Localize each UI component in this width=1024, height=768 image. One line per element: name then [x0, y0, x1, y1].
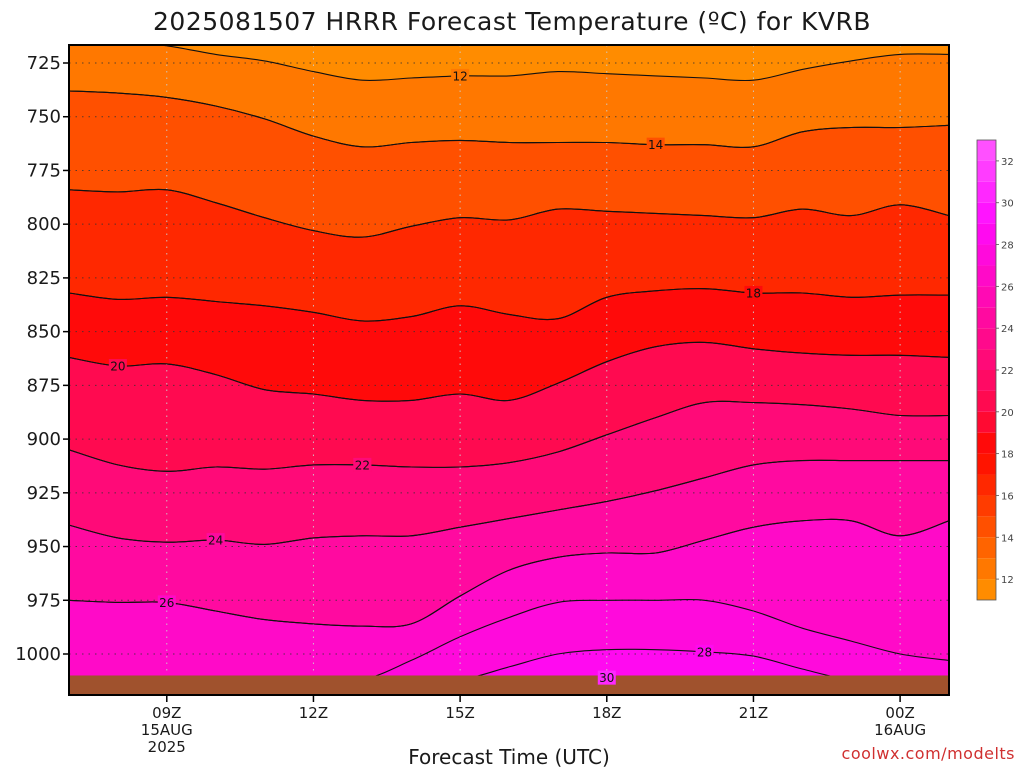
colorbar-swatch: [977, 349, 996, 370]
colorbar-swatch: [977, 328, 996, 350]
contour-label-bg: [597, 670, 616, 685]
colorbar-tick-label: 22: [1001, 366, 1014, 377]
plot-area: 12141820202224262830: [69, 45, 949, 695]
contour-label-bg: [451, 68, 470, 83]
colorbar-tick-label: 20: [1001, 408, 1014, 419]
x-tick-label: 21Z: [739, 704, 768, 722]
colorbar-swatch: [977, 370, 996, 391]
colorbar: 12 14 16 18 20 22 24 26 28 30 32: [976, 139, 1014, 601]
y-tick-label: 750: [27, 107, 61, 128]
x-tick-label: 15Z: [445, 704, 474, 722]
colorbar-tick-label: 32: [1001, 157, 1014, 168]
contour-line-18: [69, 288, 949, 322]
colorbar-tick-label: 18: [1001, 450, 1014, 461]
colorbar-swatch: [977, 223, 996, 245]
colorbar-swatch: [977, 390, 996, 412]
colorbar-swatch: [977, 537, 996, 559]
colorbar-swatch: [977, 453, 996, 475]
colorbar-tick-label: 14: [1001, 533, 1014, 544]
contour-label-bg: [108, 359, 127, 374]
y-tick-label: 875: [27, 375, 61, 396]
grid-lines: [69, 45, 949, 695]
x-tick-label: 12Z: [299, 704, 328, 722]
colorbar-swatch: [977, 140, 996, 161]
contour-label-bg: [695, 644, 714, 659]
colorbar-swatch: [977, 244, 996, 266]
y-tick-label: 800: [27, 214, 61, 235]
y-tick-label: 825: [27, 268, 61, 289]
contour-line-12: [154, 45, 949, 82]
y-tick-label: 900: [27, 429, 61, 450]
x-tick-label: 00Z: [885, 704, 914, 722]
plot-frame: [68, 44, 950, 696]
contour-label-bg: [206, 533, 225, 548]
chart-title: 2025081507 HRRR Forecast Temperature (ºC…: [153, 7, 871, 36]
contour-label-14: 14: [648, 138, 663, 152]
colorbar-tick-label: 12: [1001, 575, 1014, 586]
x-tick-label: 15AUG: [141, 721, 193, 739]
colorbar-tick-label: 30: [1001, 199, 1014, 210]
y-tick-label: 775: [27, 160, 61, 181]
contour-label-24: 24: [208, 534, 223, 548]
colorbar-tick-label: 28: [1001, 241, 1014, 252]
y-tick-label: 925: [27, 483, 61, 504]
contour-label-12: 12: [452, 69, 467, 83]
contour-label-bg: [157, 595, 176, 610]
x-tick-label: 09Z: [152, 704, 181, 722]
ground-surface: [69, 675, 949, 695]
temperature-bands: [69, 45, 949, 695]
x-tick-label: 18Z: [592, 704, 621, 722]
colorbar-swatch: [977, 265, 996, 287]
colorbar-swatch: [977, 558, 996, 580]
x-tick-label: 16AUG: [874, 721, 926, 739]
y-tick-label: 950: [27, 537, 61, 558]
x-tick-label: 2025: [148, 738, 186, 756]
colorbar-tick-label: 26: [1001, 282, 1014, 293]
colorbar-swatch: [977, 411, 996, 433]
colorbar-tick-label: 16: [1001, 491, 1014, 502]
contour-line-14: [69, 90, 949, 148]
y-tick-label: 850: [27, 322, 61, 343]
contour-label-22: 22: [355, 458, 370, 472]
colorbar-swatch: [977, 202, 996, 224]
contour-label-bg: [744, 285, 763, 300]
colorbar-swatch: [977, 516, 996, 538]
contour-label-bg: [353, 457, 372, 472]
contour-line-16: [69, 188, 949, 238]
y-tick-label: 725: [27, 53, 61, 74]
y-axis: 725 750 775 800 825 850 875 900 925 950 975 1000: [15, 53, 69, 665]
contour-label-26: 26: [159, 596, 174, 610]
colorbar-swatch: [977, 286, 996, 308]
colorbar-swatch: [977, 160, 996, 182]
colorbar-tick-label: 24: [1001, 324, 1014, 335]
colorbar-swatch: [977, 474, 996, 496]
contour-label-bg: [646, 137, 665, 152]
contour-line-26: [69, 518, 949, 628]
y-tick-label: 975: [27, 590, 61, 611]
contour-label-30: 30: [599, 671, 614, 685]
x-axis-label: Forecast Time (UTC): [408, 745, 610, 768]
colorbar-swatch: [977, 181, 996, 203]
colorbar-swatch: [977, 432, 996, 454]
contour-line-20: [69, 341, 949, 402]
contour-label-18: 18: [746, 286, 761, 300]
contour-label-20: 20: [110, 360, 125, 374]
contour-labels: 12141820202224262830: [108, 68, 763, 685]
contour-line-22: [69, 400, 949, 472]
colorbar-swatch: [977, 495, 996, 517]
credit-text: coolwx.com/modelts: [842, 744, 1015, 763]
y-tick-label: 1000: [15, 644, 61, 665]
colorbar-swatch: [977, 579, 996, 600]
colorbar-swatch: [977, 307, 996, 329]
contour-label-28: 28: [697, 645, 712, 659]
